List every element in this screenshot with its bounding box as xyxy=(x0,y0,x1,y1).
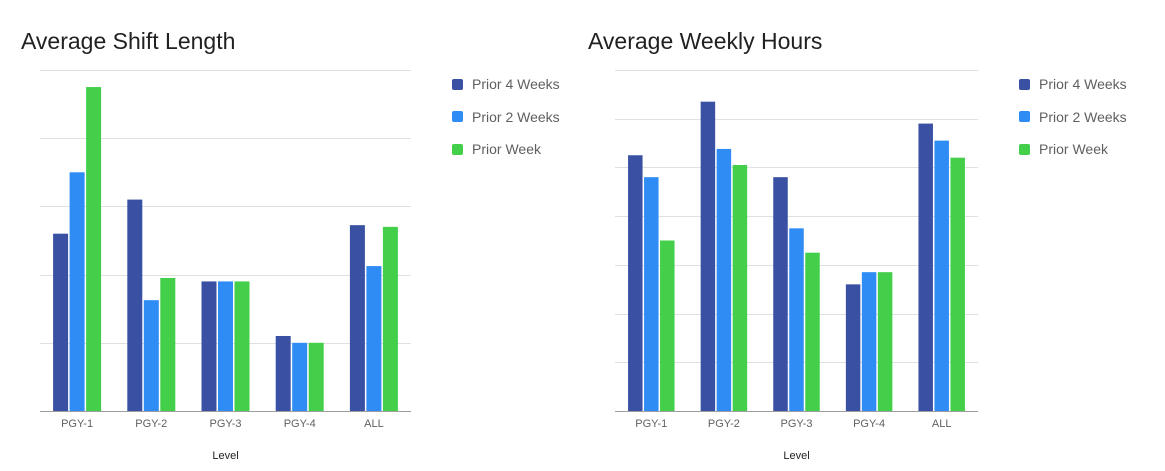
bar-prior-4-weeks-pgy-3 xyxy=(773,177,788,411)
x-axis-title: Level xyxy=(783,450,809,462)
x-tick-label: PGY-2 xyxy=(708,418,740,430)
bar-prior-week-all xyxy=(950,157,965,411)
x-tick-label: PGY-4 xyxy=(284,418,316,430)
bar-prior-week-pgy-3 xyxy=(805,252,820,411)
bar-chart-shift-length: PGY-1 PGY-2 PGY-3 PGY-4 ALL Level xyxy=(40,70,411,462)
legend-item-prior-week[interactable]: Prior Week xyxy=(1019,133,1127,166)
bar-prior-week-pgy-4 xyxy=(877,272,893,411)
chart-title: Average Shift Length xyxy=(21,28,236,54)
bar-prior-2-weeks-all xyxy=(366,266,382,411)
bar-prior-week-pgy-1 xyxy=(660,240,675,411)
legend-label: Prior 4 Weeks xyxy=(472,76,560,93)
x-tick-label: ALL xyxy=(364,418,384,430)
bar-prior-4-weeks-all xyxy=(349,225,365,411)
bar-prior-week-pgy-1 xyxy=(86,87,102,412)
legend-swatch-prior-2-weeks xyxy=(452,111,463,123)
legend-item-prior-2-weeks[interactable]: Prior 2 Weeks xyxy=(452,101,560,134)
legend-swatch-prior-week xyxy=(1019,143,1030,155)
bar-prior-week-pgy-2 xyxy=(160,278,176,411)
legend-swatch-prior-4-weeks xyxy=(1019,78,1030,90)
bar-prior-week-all xyxy=(382,226,398,411)
legend-label: Prior 2 Weeks xyxy=(472,108,560,125)
legend: Prior 4 Weeks Prior 2 Weeks Prior Week xyxy=(452,68,560,166)
legend-swatch-prior-4-weeks xyxy=(452,78,463,90)
bar-prior-4-weeks-pgy-1 xyxy=(628,155,643,411)
bar-prior-2-weeks-pgy-3 xyxy=(218,281,233,411)
legend-item-prior-week[interactable]: Prior Week xyxy=(452,133,560,166)
x-tick-label: PGY-3 xyxy=(209,418,241,430)
bar-chart-weekly-hours: PGY-1 PGY-2 PGY-3 PGY-4 ALL Level xyxy=(615,70,978,462)
x-axis-title: Level xyxy=(212,450,238,462)
bar-prior-4-weeks-pgy-3 xyxy=(201,281,217,411)
bar-prior-4-weeks-pgy-1 xyxy=(53,233,69,411)
bar-prior-4-weeks-pgy-2 xyxy=(127,199,143,411)
x-tick-label: PGY-2 xyxy=(135,418,167,430)
x-tick-label: PGY-4 xyxy=(853,418,885,430)
x-tick-label: PGY-3 xyxy=(780,418,812,430)
bar-prior-2-weeks-pgy-2 xyxy=(143,300,159,411)
x-tick-label: PGY-1 xyxy=(635,418,667,430)
bar-prior-2-weeks-pgy-4 xyxy=(292,342,308,411)
legend-item-prior-2-weeks[interactable]: Prior 2 Weeks xyxy=(1019,101,1127,134)
bar-prior-2-weeks-pgy-3 xyxy=(789,228,804,411)
legend-swatch-prior-week xyxy=(452,143,463,155)
bar-prior-4-weeks-pgy-2 xyxy=(700,101,716,412)
bar-prior-week-pgy-3 xyxy=(234,281,250,411)
legend-item-prior-4-weeks[interactable]: Prior 4 Weeks xyxy=(452,68,560,101)
chart-title: Average Weekly Hours xyxy=(588,28,823,54)
legend-label: Prior 2 Weeks xyxy=(1039,108,1127,125)
legend-label: Prior 4 Weeks xyxy=(1039,76,1127,93)
legend-swatch-prior-2-weeks xyxy=(1019,111,1030,123)
legend-label: Prior Week xyxy=(1039,141,1108,158)
bar-prior-2-weeks-pgy-1 xyxy=(644,177,659,411)
bar-prior-2-weeks-pgy-4 xyxy=(861,272,877,411)
bar-prior-4-weeks-all xyxy=(918,123,933,411)
bar-prior-2-weeks-all xyxy=(934,140,949,411)
bar-prior-2-weeks-pgy-2 xyxy=(716,148,732,411)
legend-label: Prior Week xyxy=(472,141,541,158)
bar-prior-week-pgy-2 xyxy=(732,164,748,411)
legend: Prior 4 Weeks Prior 2 Weeks Prior Week xyxy=(1019,68,1127,166)
x-tick-label: PGY-1 xyxy=(61,418,93,430)
bar-prior-week-pgy-4 xyxy=(308,342,324,411)
legend-item-prior-4-weeks[interactable]: Prior 4 Weeks xyxy=(1019,68,1127,101)
chart-panel-shift-length: Average Shift Length PGY-1 PGY-2 PGY-3 PGY-… xyxy=(0,0,580,471)
bar-prior-4-weeks-pgy-4 xyxy=(275,335,291,411)
bar-prior-4-weeks-pgy-4 xyxy=(845,284,861,411)
x-tick-label: ALL xyxy=(932,418,952,430)
chart-panel-weekly-hours: Average Weekly Hours PGY-1 PGY-2 PGY-3 PGY-… xyxy=(568,0,1165,471)
bar-prior-2-weeks-pgy-1 xyxy=(69,172,85,411)
